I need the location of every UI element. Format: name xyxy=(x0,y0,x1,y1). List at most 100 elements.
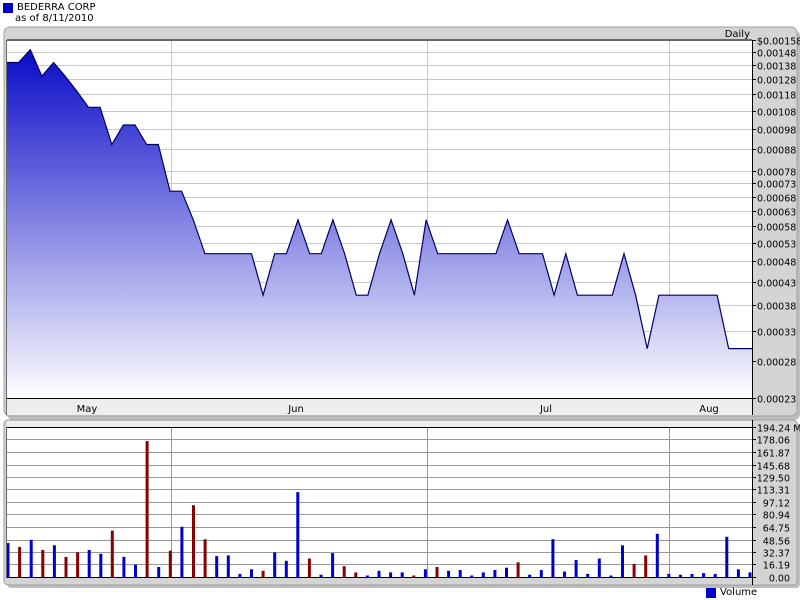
volume-bar xyxy=(516,562,520,577)
volume-tick-label: 32.37 xyxy=(763,549,790,560)
date-axis-strip xyxy=(7,399,752,415)
volume-bar xyxy=(226,555,230,577)
price-tick-label: $0.00158 xyxy=(757,37,800,48)
price-tick-label: 0.00063 xyxy=(757,208,796,219)
volume-bar xyxy=(563,571,566,577)
volume-bar xyxy=(284,560,288,577)
price-line xyxy=(7,48,752,350)
volume-tick-label: 145.68 xyxy=(757,462,790,473)
volume-legend-label: Volume xyxy=(720,587,758,598)
volume-bar xyxy=(644,555,648,577)
price-tick-label: 0.00053 xyxy=(757,240,796,251)
volume-bar xyxy=(493,570,497,577)
volume-bar xyxy=(87,550,91,577)
volume-bar xyxy=(6,543,10,577)
month-label: Jun xyxy=(287,404,304,415)
volume-bar xyxy=(18,546,22,577)
price-tick-label: 0.00068 xyxy=(757,194,796,205)
price-tick-label: 0.00033 xyxy=(757,328,796,339)
price-tick-label: 0.00023 xyxy=(757,395,796,406)
volume-tick-label: 0.00 xyxy=(769,574,790,585)
volume-bar xyxy=(470,575,474,577)
volume-bar xyxy=(412,575,416,577)
volume-bar xyxy=(597,558,601,577)
volume-bar xyxy=(505,567,508,577)
volume-bar xyxy=(110,530,114,577)
volume-bar xyxy=(551,539,555,577)
month-label: Jul xyxy=(539,404,552,415)
volume-tick-label: 64.75 xyxy=(763,524,790,535)
volume-tick-label: 178.06 xyxy=(757,436,790,447)
price-tick-label: 0.00108 xyxy=(757,108,796,119)
price-area-fill xyxy=(7,49,752,398)
volume-bar xyxy=(192,505,195,577)
volume-bar xyxy=(528,574,532,577)
price-tick-label: 0.00138 xyxy=(757,62,796,73)
volume-bar xyxy=(238,573,242,577)
volume-bar xyxy=(365,575,369,577)
series-color-swatch xyxy=(3,2,13,13)
volume-bar xyxy=(64,556,68,577)
price-tick-label: 0.00078 xyxy=(757,168,796,179)
volume-bar xyxy=(736,569,740,577)
volume-bar xyxy=(76,552,80,577)
volume-bar xyxy=(389,572,393,577)
volume-bar xyxy=(99,553,103,577)
month-label: Aug xyxy=(699,404,719,415)
volume-bar xyxy=(307,558,311,577)
price-tick-label: 0.00073 xyxy=(757,180,796,191)
volume-bar xyxy=(273,552,277,577)
volume-bar xyxy=(423,569,427,577)
volume-tick-label: 48.56 xyxy=(763,537,790,548)
volume-bar xyxy=(145,441,149,577)
volume-bar xyxy=(435,567,439,577)
volume-legend-swatch xyxy=(706,587,716,598)
price-tick-label: 0.00088 xyxy=(757,146,796,157)
price-tick-label: 0.00048 xyxy=(757,258,796,269)
volume-tick-label: 80.94 xyxy=(763,511,790,522)
price-tick-label: 0.00058 xyxy=(757,223,796,234)
price-tick-label: 0.00043 xyxy=(757,279,796,290)
chart-title-row: BEDERRA CORP xyxy=(3,2,96,13)
volume-bar xyxy=(203,539,207,577)
volume-bar xyxy=(134,564,137,577)
volume-bar xyxy=(690,573,694,577)
volume-bar xyxy=(331,553,335,577)
chart-title: BEDERRA CORP xyxy=(17,2,96,13)
volume-bar xyxy=(458,570,462,577)
volume-bar xyxy=(261,570,265,577)
price-tick-label: 0.00028 xyxy=(757,358,796,369)
volume-bar xyxy=(400,572,404,577)
volume-bar xyxy=(52,545,56,577)
volume-bar xyxy=(447,570,451,577)
price-tick-label: 0.00098 xyxy=(757,126,796,137)
volume-tick-label: 16.19 xyxy=(763,561,790,572)
volume-bar xyxy=(122,556,126,577)
volume-bar xyxy=(702,573,706,577)
price-tick-label: 0.00128 xyxy=(757,76,796,87)
volume-tick-label: 97.12 xyxy=(763,499,790,510)
volume-bar xyxy=(667,573,671,577)
volume-bar xyxy=(41,550,45,577)
volume-top-strip xyxy=(7,421,752,427)
volume-bar xyxy=(539,570,543,577)
volume-bar xyxy=(655,533,659,577)
volume-bar xyxy=(621,545,624,577)
volume-bar xyxy=(342,566,346,577)
volume-bar xyxy=(632,563,636,577)
volume-bar xyxy=(29,539,33,577)
volume-bar xyxy=(168,550,172,577)
volume-bar xyxy=(377,570,381,577)
volume-bar xyxy=(586,573,590,577)
volume-tick-label: 194.24 M xyxy=(757,424,800,435)
volume-bar xyxy=(354,572,358,577)
volume-bar xyxy=(609,575,613,577)
price-tick-label: 0.00118 xyxy=(757,91,796,102)
volume-legend: Volume xyxy=(706,587,757,598)
volume-tick-label: 161.87 xyxy=(757,449,790,460)
month-label: May xyxy=(77,404,98,415)
period-label: Daily xyxy=(725,29,750,40)
volume-tick-label: 129.50 xyxy=(757,474,790,485)
price-tick-label: 0.00038 xyxy=(757,302,796,313)
